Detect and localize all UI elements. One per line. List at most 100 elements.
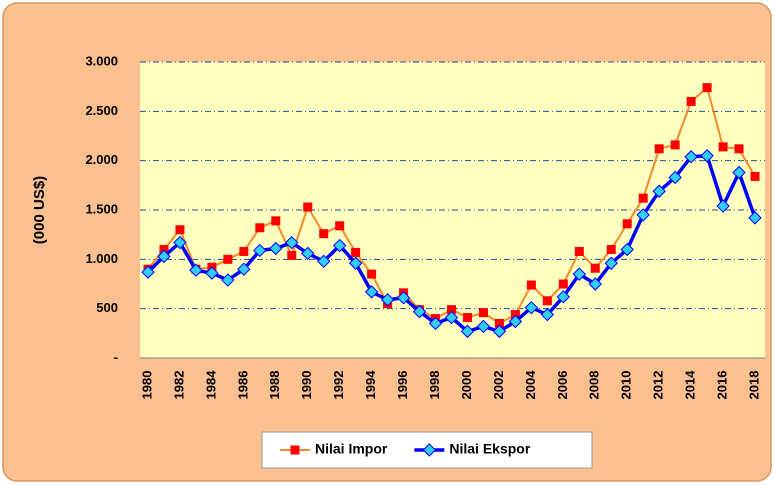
marker [558, 279, 568, 289]
marker [335, 221, 345, 231]
marker [748, 211, 762, 225]
marker [428, 316, 443, 331]
marker [332, 238, 347, 253]
marker [734, 144, 744, 154]
x-tick-label: 2004 [523, 370, 538, 400]
marker [237, 262, 251, 276]
marker [494, 318, 504, 328]
x-tick-label: 1996 [395, 371, 410, 400]
x-tick-label: 2008 [587, 371, 602, 400]
marker [412, 304, 427, 319]
marker [686, 96, 696, 106]
marker [396, 291, 411, 305]
x-tick-label: 2006 [555, 371, 570, 400]
legend-marker [422, 443, 437, 457]
marker [287, 250, 297, 260]
x-tick-label: 2014 [683, 370, 698, 400]
marker [205, 266, 219, 280]
marker [367, 269, 377, 279]
marker [462, 313, 472, 323]
marker [684, 150, 698, 164]
marker [718, 142, 728, 152]
marker [351, 247, 361, 257]
marker [572, 267, 586, 281]
marker [638, 193, 648, 203]
marker [255, 223, 265, 233]
marker [540, 307, 555, 322]
marker [319, 229, 329, 239]
y-tick-label: 2.000 [85, 152, 118, 167]
marker [492, 324, 507, 339]
marker [447, 305, 456, 315]
marker [348, 256, 363, 270]
marker [221, 273, 235, 287]
marker [652, 184, 666, 198]
x-tick-label: 1988 [267, 371, 282, 400]
marker [604, 256, 618, 270]
marker [364, 285, 379, 299]
x-tick-label: 1980 [139, 371, 154, 400]
marker [606, 244, 616, 254]
marker [239, 246, 249, 256]
marker [700, 149, 714, 163]
marker [542, 296, 552, 306]
marker [510, 310, 520, 320]
marker [476, 319, 491, 334]
marker [157, 249, 171, 264]
marker [175, 225, 185, 235]
legend-label: Nilai Impor [315, 441, 388, 457]
marker [253, 243, 267, 258]
marker [716, 199, 730, 213]
marker [478, 308, 488, 318]
marker [654, 144, 664, 154]
marker [574, 246, 584, 256]
x-tick-label: 1984 [203, 370, 218, 400]
marker [271, 216, 281, 226]
x-tick-label: 1998 [427, 371, 442, 400]
y-tick-label: - [114, 349, 118, 364]
y-axis-label: (000 US$) [31, 176, 48, 244]
x-tick-label: 1982 [171, 371, 186, 400]
x-tick-label: 2012 [651, 371, 666, 400]
y-tick-label: 1.000 [85, 251, 118, 266]
marker [750, 171, 760, 181]
marker [620, 242, 634, 257]
y-tick-label: 2.500 [85, 103, 118, 118]
y-tick-label: 1.500 [85, 201, 118, 216]
marker [141, 265, 155, 279]
x-tick-label: 2002 [491, 371, 506, 400]
marker [702, 83, 712, 93]
marker [223, 254, 233, 264]
marker [670, 140, 680, 150]
y-tick-label: 3.000 [85, 53, 118, 68]
marker [460, 324, 475, 339]
marker [380, 293, 395, 307]
marker [285, 235, 299, 250]
marker [526, 280, 536, 290]
marker [732, 165, 746, 180]
marker [444, 310, 459, 325]
marker [636, 208, 650, 222]
x-tick-label: 2016 [714, 371, 729, 400]
marker [269, 241, 283, 256]
x-tick-label: 2010 [619, 371, 634, 400]
marker [668, 170, 682, 185]
marker [588, 277, 602, 291]
marker [556, 290, 571, 304]
y-tick-label: 500 [96, 300, 118, 315]
legend-marker [290, 445, 300, 455]
x-tick-label: 1990 [299, 371, 314, 400]
marker [524, 300, 539, 315]
marker [159, 244, 169, 254]
x-tick-label: 2000 [459, 371, 474, 400]
marker [508, 314, 523, 329]
x-tick-label: 2018 [746, 371, 761, 400]
x-tick-label: 1986 [235, 371, 250, 400]
marker [189, 263, 203, 277]
marker [303, 202, 313, 212]
marker [301, 246, 315, 261]
legend-label: Nilai Ekspor [449, 441, 530, 457]
marker [173, 235, 187, 250]
marker [317, 254, 331, 269]
